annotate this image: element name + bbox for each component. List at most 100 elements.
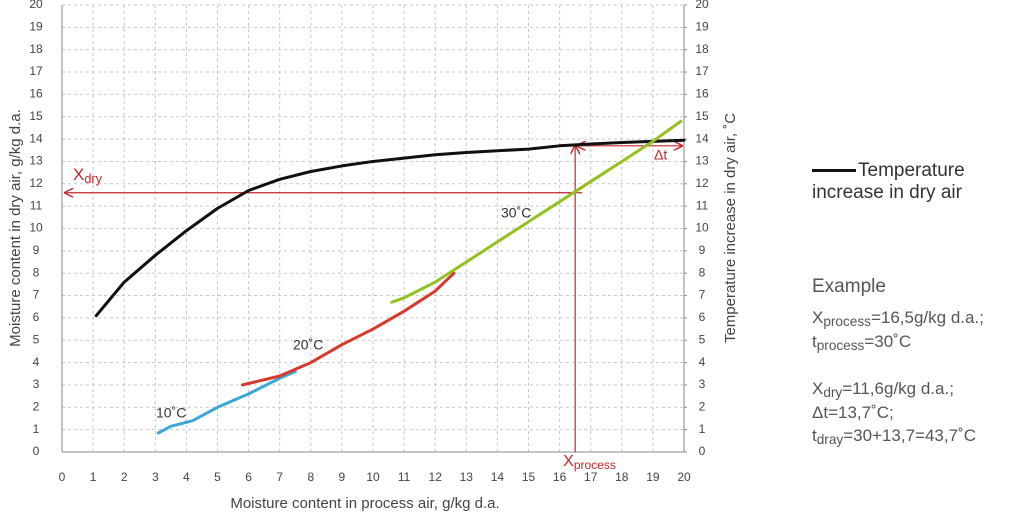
example-group: Xdry=11,6g/kg d.a.; Δt=13,7˚C; tdray=30+13…	[812, 377, 1020, 448]
y-tick-label: 2	[33, 399, 40, 413]
series-label: 30˚C	[501, 205, 531, 221]
annotation-base: X	[73, 165, 84, 184]
x-tick-label: 3	[152, 470, 159, 484]
example-text: =30+13,7=43,7˚C	[843, 426, 976, 445]
example-base: X	[812, 379, 824, 398]
example-base: t	[812, 426, 817, 445]
y-axis-label: Moisture content in dry air, g/kg d.a.	[7, 109, 24, 347]
y2-tick-label: 19	[695, 20, 709, 34]
y2-tick-label: 7	[699, 288, 706, 302]
example-title: Example	[812, 276, 886, 297]
x-tick-label: 8	[307, 470, 314, 484]
y-tick-label: 4	[33, 355, 40, 369]
y2-tick-label: 9	[699, 243, 706, 257]
example-line: tprocess=30˚C	[812, 330, 1020, 354]
x-tick-label: 9	[339, 470, 346, 484]
x-tick-label: 12	[429, 470, 443, 484]
y2-tick-label: 8	[699, 265, 706, 279]
y-tick-label: 5	[33, 332, 40, 346]
y-tick-label: 19	[29, 20, 43, 34]
y2-tick-label: 11	[696, 198, 709, 212]
y-tick-label: 17	[29, 64, 43, 78]
example-base: X	[812, 308, 824, 327]
y2-tick-label: 4	[699, 355, 706, 369]
x-tick-label: 7	[276, 470, 283, 484]
y2-tick-label: 14	[695, 131, 709, 145]
x-tick-label: 1	[90, 470, 97, 484]
x-tick-label: 5	[214, 470, 221, 484]
x-tick-label: 6	[245, 470, 252, 484]
annotation: Xdry	[73, 165, 103, 186]
example-group: Xprocess=16,5g/kg d.a.; tprocess=30˚C	[812, 306, 1020, 354]
y-tick-label: 7	[33, 288, 40, 302]
y-tick-label: 20	[29, 0, 43, 11]
y2-tick-label: 18	[695, 42, 709, 56]
y2-tick-label: 12	[695, 176, 709, 190]
x-tick-label: 15	[522, 470, 536, 484]
annotation: Δt	[654, 147, 667, 163]
x-tick-label: 18	[615, 470, 629, 484]
example-box: Example Xprocess=16,5g/kg d.a.; tprocess=…	[812, 275, 1020, 448]
x-tick-label: 2	[121, 470, 128, 484]
y2-tick-label: 16	[695, 87, 709, 101]
y2-tick-label: 5	[699, 332, 706, 346]
y-tick-label: 13	[29, 154, 43, 168]
y2-tick-label: 3	[699, 377, 706, 391]
series-line	[240, 271, 456, 387]
x-tick-label: 17	[584, 470, 598, 484]
y-tick-label: 16	[29, 87, 43, 101]
x-tick-label: 16	[553, 470, 567, 484]
y2-tick-label: 1	[699, 422, 706, 436]
example-line: tdray=30+13,7=43,7˚C	[812, 424, 1020, 448]
y2-tick-label: 10	[695, 221, 709, 235]
y2-tick-label: 15	[695, 109, 709, 123]
y-tick-label: 1	[33, 422, 40, 436]
x-axis-label: Moisture content in process air, g/kg d.…	[230, 495, 499, 512]
y-tick-label: 8	[33, 265, 40, 279]
y-tick-label: 18	[29, 42, 43, 56]
y2-tick-label: 17	[695, 64, 709, 78]
x-tick-label: 11	[398, 470, 411, 484]
example-text: =30˚C	[864, 332, 912, 351]
example-text: =11,6g/kg d.a.;	[842, 379, 954, 398]
legend: Temperature increase in dry air	[812, 160, 1012, 204]
y2-tick-label: 6	[699, 310, 706, 324]
y2-axis-label: Temperature increase in dry air, ˚C	[722, 113, 739, 343]
y-tick-label: 6	[33, 310, 40, 324]
example-sub: process	[823, 313, 871, 329]
y-tick-label: 14	[29, 131, 43, 145]
legend-label: Temperature increase in dry air	[812, 160, 965, 203]
legend-swatch	[812, 169, 856, 173]
example-sub: process	[816, 337, 865, 353]
x-tick-label: 14	[491, 470, 505, 484]
series-label: 20˚C	[293, 337, 323, 353]
y-tick-label: 0	[33, 444, 40, 458]
y2-tick-label: 0	[699, 444, 706, 458]
x-tick-label: 10	[366, 470, 380, 484]
example-base: t	[812, 332, 817, 351]
series-label: 10˚C	[156, 405, 186, 421]
series-line	[94, 138, 686, 318]
y2-tick-label: 13	[695, 154, 709, 168]
example-line: Δt=13,7˚C;	[812, 401, 1020, 424]
y-tick-label: 12	[29, 176, 43, 190]
y-tick-label: 15	[29, 109, 43, 123]
example-text: =16,5g/kg d.a.;	[870, 308, 984, 327]
example-sub: dry	[823, 384, 843, 400]
y2-tick-label: 20	[695, 0, 709, 11]
annotation-sub: process	[574, 458, 616, 472]
example-sub: dray	[816, 431, 844, 447]
example-line: Xdry=11,6g/kg d.a.;	[812, 377, 1020, 401]
annotation-base: X	[563, 453, 574, 470]
x-tick-label: 20	[677, 470, 691, 484]
x-tick-label: 0	[59, 470, 66, 484]
series-line	[390, 119, 683, 304]
series-line	[156, 370, 297, 435]
x-tick-label: 19	[646, 470, 660, 484]
y-tick-label: 3	[33, 377, 40, 391]
annotation-sub: dry	[84, 171, 102, 186]
y2-tick-label: 2	[699, 399, 706, 413]
x-tick-label: 4	[183, 470, 190, 484]
